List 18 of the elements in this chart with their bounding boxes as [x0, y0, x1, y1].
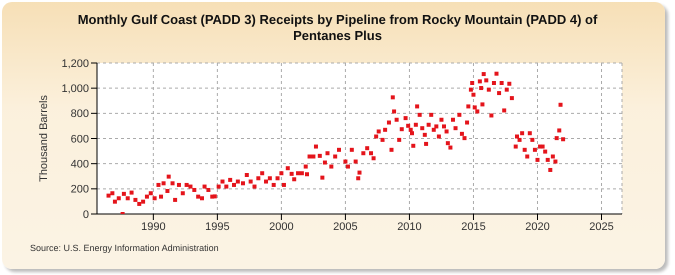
x-tick-label: 2010 [397, 220, 422, 233]
x-tick-label: 1990 [141, 220, 166, 233]
y-tick-label: 0 [82, 208, 89, 221]
chart-title: Monthly Gulf Coast (PADD 3) Receipts by Pipeline from Rocky Mountain (PADD 4) of Pentanes Plus [76, 12, 598, 44]
y-tick-label: 600 [70, 133, 89, 146]
y-tick-label: 1,000 [61, 83, 89, 96]
y-tick-label: 800 [70, 108, 89, 120]
x-tick-label: 1995 [205, 220, 230, 233]
x-tick-label: 2020 [525, 220, 550, 233]
y-axis-title: Thousand Barrels [38, 94, 50, 182]
y-tick-label: 200 [70, 184, 89, 196]
x-tick-label: 2015 [461, 220, 486, 233]
y-tick-label: 1,200 [61, 58, 89, 70]
source-note: Source: U.S. Energy Information Administration [30, 243, 219, 253]
x-tick-label: 2025 [589, 220, 614, 233]
x-tick-label: 2005 [333, 220, 358, 233]
y-tick-label: 400 [70, 158, 89, 171]
x-tick-label: 2000 [269, 220, 294, 233]
